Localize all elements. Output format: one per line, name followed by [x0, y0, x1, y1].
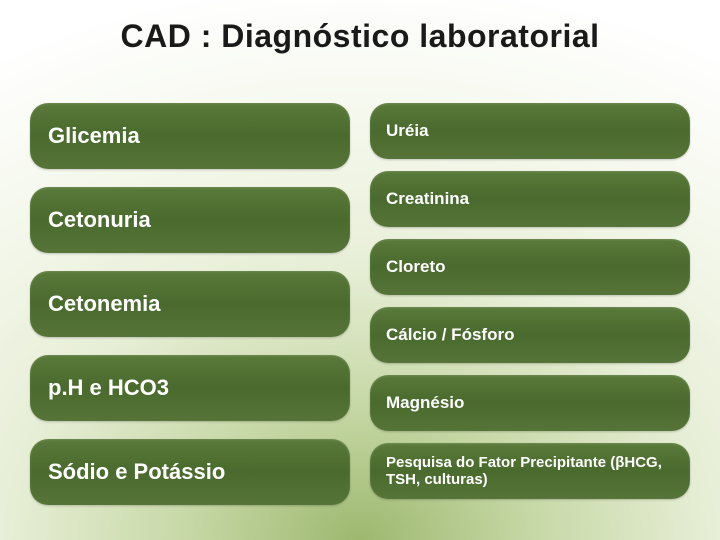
slide: CAD : Diagnóstico laboratorial Glicemia … — [0, 0, 720, 540]
slide-title: CAD : Diagnóstico laboratorial — [30, 18, 690, 55]
pill-label: Cetonemia — [48, 291, 160, 316]
list-item: Pesquisa do Fator Precipitante (βHCG, TS… — [370, 443, 690, 499]
list-item: Glicemia — [30, 103, 350, 169]
list-item: Magnésio — [370, 375, 690, 431]
pill-label: Magnésio — [386, 393, 464, 413]
pill-label: p.H e HCO3 — [48, 375, 169, 400]
list-item: Uréia — [370, 103, 690, 159]
list-item: Cetonemia — [30, 271, 350, 337]
list-item: Cálcio / Fósforo — [370, 307, 690, 363]
pill-label: Cloreto — [386, 257, 446, 277]
pill-label: Sódio e Potássio — [48, 459, 225, 484]
pill-label: Cálcio / Fósforo — [386, 325, 514, 345]
columns-container: Glicemia Cetonuria Cetonemia p.H e HCO3 … — [30, 103, 690, 523]
right-column: Uréia Creatinina Cloreto Cálcio / Fósfor… — [370, 103, 690, 523]
list-item: Creatinina — [370, 171, 690, 227]
pill-label: Creatinina — [386, 189, 469, 209]
pill-label: Glicemia — [48, 123, 140, 148]
pill-label: Pesquisa do Fator Precipitante (βHCG, TS… — [386, 454, 678, 489]
list-item: Cloreto — [370, 239, 690, 295]
pill-label: Uréia — [386, 121, 429, 141]
list-item: Sódio e Potássio — [30, 439, 350, 505]
pill-label: Cetonuria — [48, 207, 151, 232]
list-item: p.H e HCO3 — [30, 355, 350, 421]
left-column: Glicemia Cetonuria Cetonemia p.H e HCO3 … — [30, 103, 350, 523]
list-item: Cetonuria — [30, 187, 350, 253]
